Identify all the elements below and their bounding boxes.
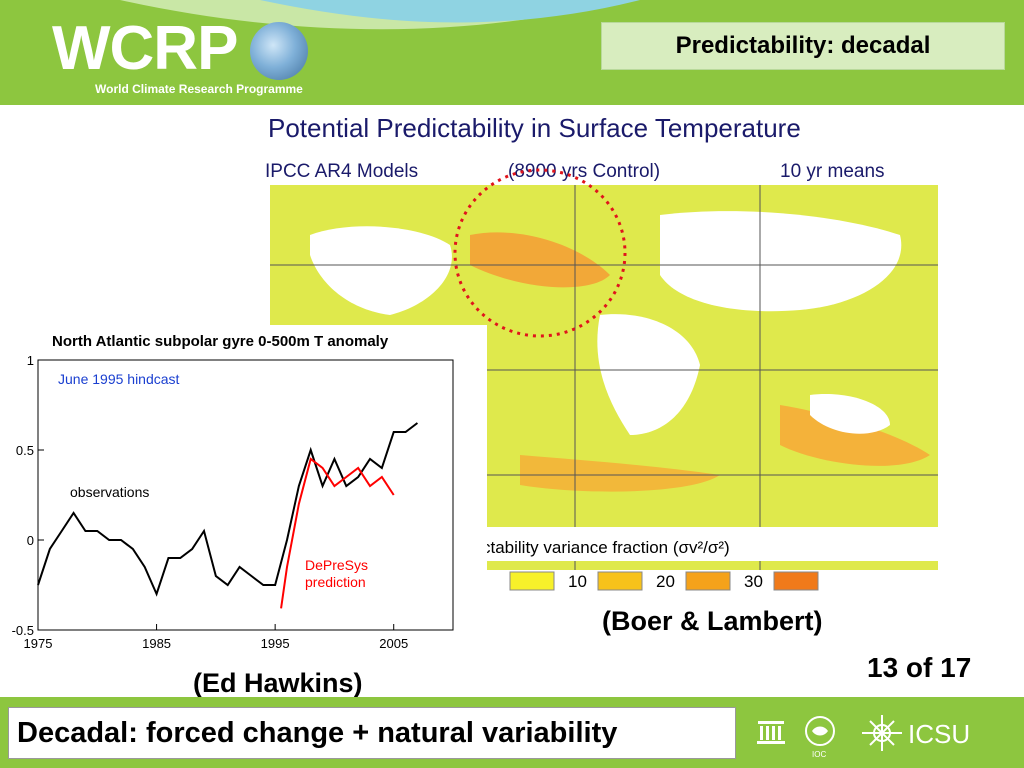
legend-value-0: 10 <box>568 572 587 591</box>
icsu-text: ICSU <box>908 719 970 749</box>
map-landmass-australia <box>810 394 890 434</box>
map-credit: (Boer & Lambert) <box>602 606 823 636</box>
legend-swatch-0 <box>509 571 555 591</box>
unesco-icon <box>757 721 785 744</box>
legend-value-2: 30 <box>744 572 763 591</box>
wcrp-logo-text: WCRP <box>52 14 238 83</box>
hawkins-chart: North Atlantic subpolar gyre 0-500m T an… <box>12 333 454 651</box>
prediction-label-line2: prediction <box>305 574 366 590</box>
chart-frame <box>37 359 454 631</box>
legend-swatch-3 <box>773 571 819 591</box>
legend-value-1: 20 <box>656 572 675 591</box>
y-tick-label-0: -0.5 <box>12 623 34 638</box>
svg-text:IOC: IOC <box>812 750 826 759</box>
y-tick-label-1: 0 <box>27 533 34 548</box>
globe-icon <box>250 22 308 80</box>
chart-annotation: June 1995 hindcast <box>58 371 180 387</box>
y-tick-label-2: 0.5 <box>16 443 34 458</box>
x-tick-label-1975: 1975 <box>24 636 53 651</box>
series-line-0 <box>37 422 419 597</box>
footer-logos: IOC ICSU <box>757 715 970 759</box>
legend-swatch-1 <box>597 571 643 591</box>
legend-swatch-2 <box>685 571 731 591</box>
legend-label-background <box>478 527 940 561</box>
chart-title: North Atlantic subpolar gyre 0-500m T an… <box>52 333 389 350</box>
page-number: 13 of 17 <box>867 652 972 683</box>
wcrp-logo-subtitle: World Climate Research Programme <box>95 82 303 96</box>
legend-label: ctability variance fraction (σv²/σ²) <box>482 538 730 557</box>
footer-caption: Decadal: forced change + natural variabi… <box>8 707 736 759</box>
series-line-1 <box>280 457 395 609</box>
map-landmass-africa <box>597 314 700 435</box>
prediction-label-line1: DePreSys <box>305 557 368 573</box>
map-landmass-north-america <box>310 226 452 315</box>
slide-title: Predictability: decadal <box>601 22 1005 70</box>
map-title: Potential Predictability in Surface Temp… <box>268 113 801 143</box>
ioc-icon: IOC <box>805 716 835 759</box>
map-subtitle-right: 10 yr means <box>780 161 885 182</box>
highlight-circle <box>453 168 627 338</box>
header-swoosh <box>120 0 640 30</box>
icsu-icon: ICSU <box>862 715 970 751</box>
predictability-map: Potential Predictability in Surface Temp… <box>265 113 940 591</box>
map-subtitle-mid: (8900 yrs Control) <box>508 161 660 182</box>
x-tick-label-1985: 1985 <box>142 636 171 651</box>
hawkins-chart-panel: North Atlantic subpolar gyre 0-500m T an… <box>0 325 487 670</box>
x-tick-label-1995: 1995 <box>261 636 290 651</box>
x-tick-label-2005: 2005 <box>379 636 408 651</box>
header-bar: WCRP World Climate Research Programme Pr… <box>0 0 1024 105</box>
map-subtitle-left: IPCC AR4 Models <box>265 161 418 182</box>
map-patch-south-atlantic <box>520 455 720 492</box>
chart-credit: (Ed Hawkins) <box>193 668 363 698</box>
observations-label: observations <box>70 484 149 500</box>
legend-swatches: 10 20 30 <box>509 571 819 591</box>
map-landmass-eurasia <box>660 211 902 312</box>
y-tick-label-3: 1 <box>27 353 34 368</box>
